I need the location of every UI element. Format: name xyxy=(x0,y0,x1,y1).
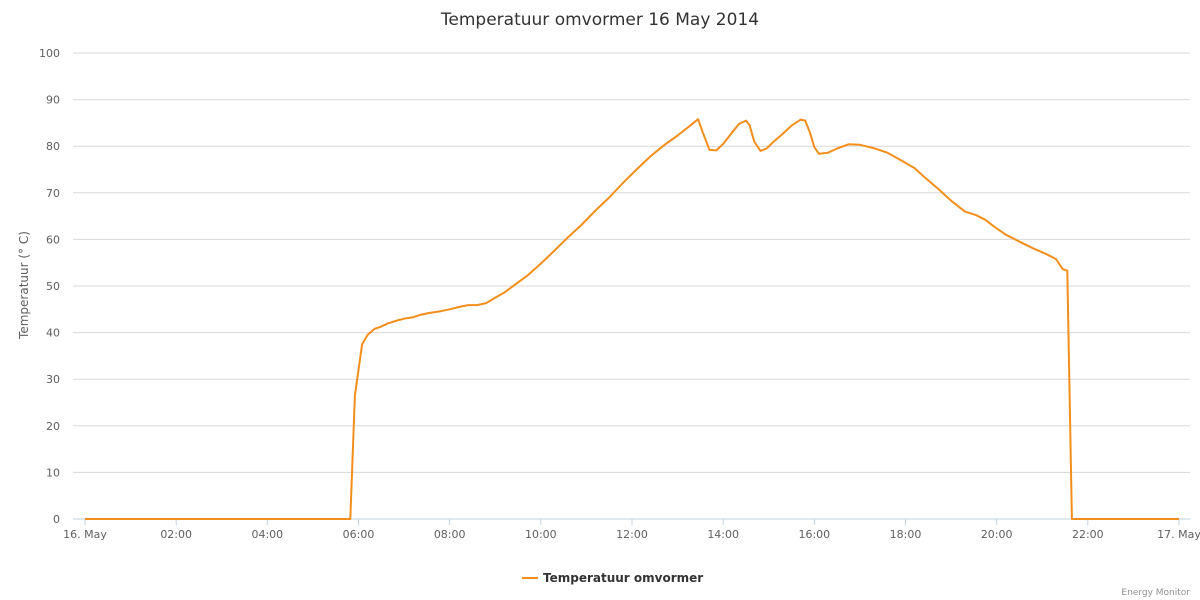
x-tick-label: 16. May xyxy=(63,528,107,541)
y-tick-label: 10 xyxy=(46,466,60,479)
y-tick-label: 80 xyxy=(46,140,60,153)
series-line[interactable] xyxy=(85,118,1179,520)
x-tick-label: 17. May xyxy=(1157,528,1200,541)
y-axis-title: Temperatuur (° C) xyxy=(17,231,31,340)
y-tick-label: 100 xyxy=(39,47,60,60)
x-tick-label: 02:00 xyxy=(160,528,192,541)
x-axis: 16. May 02:00 04:00 06:00 08:00 10:00 12:00 14:… xyxy=(63,518,1200,541)
x-tick-label: 18:00 xyxy=(890,528,922,541)
x-tick-label: 22:00 xyxy=(1072,528,1104,541)
x-tick-label: 06:00 xyxy=(343,528,375,541)
x-tick-label: 10:00 xyxy=(525,528,557,541)
y-tick-label: 30 xyxy=(46,373,60,386)
y-tick-label: 0 xyxy=(53,513,60,526)
y-tick-label: 90 xyxy=(46,94,60,107)
x-tick-label: 08:00 xyxy=(434,528,466,541)
series-group xyxy=(85,118,1179,520)
y-tick-labels: 0 10 20 30 40 50 60 70 80 90 100 xyxy=(39,47,60,526)
y-tick-label: 40 xyxy=(46,327,60,340)
grid-lines xyxy=(73,52,1190,520)
legend-item-label[interactable]: Temperatuur omvormer xyxy=(543,571,703,585)
y-tick-label: 60 xyxy=(46,233,60,246)
x-tick-label: 12:00 xyxy=(616,528,648,541)
chart-title: Temperatuur omvormer 16 May 2014 xyxy=(440,10,759,30)
x-tick-label: 20:00 xyxy=(981,528,1013,541)
x-tick-label: 16:00 xyxy=(798,528,830,541)
y-tick-label: 50 xyxy=(46,280,60,293)
y-tick-label: 20 xyxy=(46,420,60,433)
legend[interactable]: Temperatuur omvormer xyxy=(522,571,703,585)
y-tick-label: 70 xyxy=(46,187,60,200)
credits-label: Energy Monitor xyxy=(1121,588,1190,598)
x-tick-label: 14:00 xyxy=(707,528,739,541)
x-tick-label: 04:00 xyxy=(251,528,283,541)
